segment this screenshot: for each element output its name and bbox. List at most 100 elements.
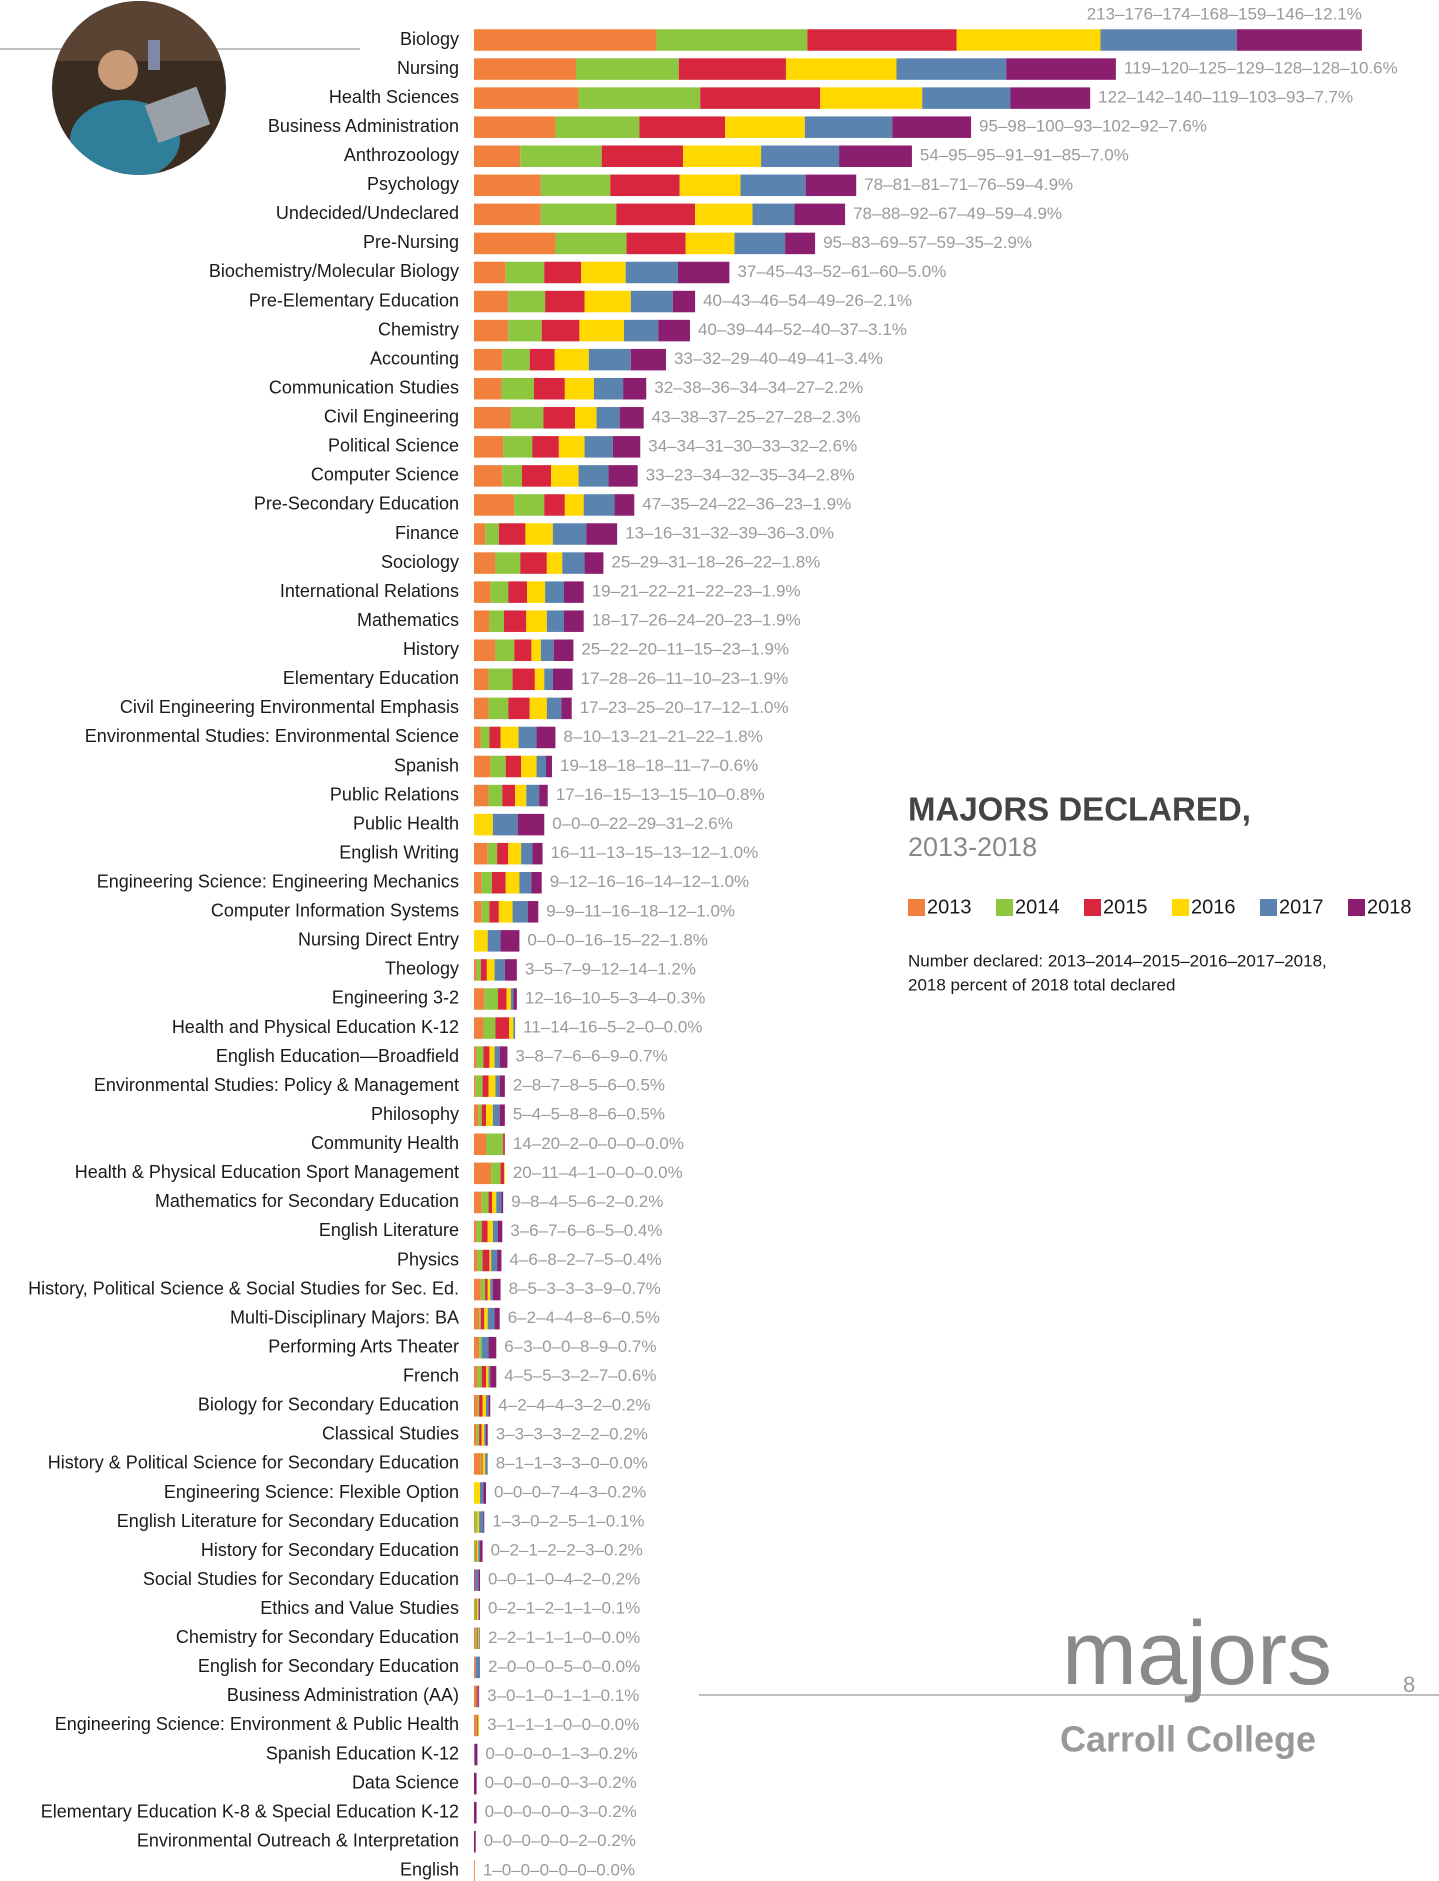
bar-segment	[485, 1279, 488, 1301]
category-label: Physics	[397, 1249, 459, 1269]
value-label: 37–45–43–52–61–60–5.0%	[737, 262, 946, 281]
bar-segment	[474, 843, 488, 865]
bar-segment	[477, 1511, 479, 1533]
bar-segment	[483, 1511, 484, 1533]
bar-segment	[474, 349, 502, 371]
bar-segment	[488, 1308, 495, 1330]
value-label: 17–28–26–11–10–23–1.9%	[581, 669, 789, 688]
category-label: Business Administration (AA)	[227, 1685, 459, 1705]
bar-segment	[481, 1453, 482, 1475]
value-label: 0–0–0–0–1–3–0.2%	[485, 1744, 637, 1763]
category-label: Mathematics	[357, 610, 459, 630]
bar-segment	[474, 465, 502, 487]
legend-label: 2018	[1367, 896, 1412, 918]
bar-segment	[474, 1366, 477, 1388]
bar-segment	[545, 581, 564, 603]
bar-segment	[541, 204, 616, 226]
bar-segment	[486, 1366, 489, 1388]
bar-segment	[479, 1308, 481, 1330]
category-label: Biochemistry/Molecular Biology	[209, 261, 459, 281]
bar-segment	[474, 1017, 483, 1039]
bar-segment	[501, 1192, 503, 1214]
value-label: 2–2–1–1–1–0–0.0%	[488, 1628, 640, 1647]
bar-segment	[483, 1017, 495, 1039]
bar-segment	[474, 1308, 479, 1330]
category-label: Pre-Elementary Education	[249, 290, 459, 310]
bar-segment	[807, 29, 956, 51]
bar-segment	[502, 349, 529, 371]
category-label: Data Science	[352, 1772, 459, 1792]
bar-segment	[479, 1424, 482, 1446]
note: Number declared: 2013–2014–2015–2016–201…	[908, 951, 1327, 970]
legend-swatch	[1172, 899, 1189, 916]
bar-segment	[544, 669, 553, 691]
bar-segment	[474, 523, 485, 545]
category-label: Environmental Outreach & Interpretation	[137, 1830, 459, 1850]
bar-segment	[483, 1250, 490, 1272]
bar-segment	[545, 291, 584, 313]
bar-segment	[1237, 29, 1362, 51]
bar-segment	[493, 1104, 500, 1126]
bar-segment	[537, 756, 546, 778]
bar-segment	[474, 640, 495, 662]
bar-segment	[495, 1046, 500, 1068]
legend-swatch	[908, 899, 925, 916]
bar-segment	[631, 291, 673, 313]
bar-segment	[504, 1163, 505, 1185]
value-label: 213–176–174–168–159–146–12.1%	[1087, 4, 1362, 23]
bar-segment	[597, 407, 620, 429]
bar-segment	[481, 1308, 484, 1330]
bar-segment	[526, 610, 547, 632]
bar-segment	[474, 204, 541, 226]
bar-segment	[581, 262, 626, 284]
bar-segment	[542, 320, 580, 342]
value-label: 40–39–44–52–40–37–3.1%	[698, 320, 907, 339]
legend-swatch	[1348, 899, 1365, 916]
bar-segment	[678, 262, 729, 284]
value-label: 25–22–20–11–15–23–1.9%	[581, 640, 789, 659]
bar-segment	[481, 727, 490, 749]
bar-segment	[495, 959, 505, 981]
bar-segment	[474, 1163, 491, 1185]
bar-segment	[495, 1308, 500, 1330]
bar-segment	[576, 58, 679, 79]
bar-segment	[513, 988, 516, 1010]
bar-segment	[477, 1250, 482, 1272]
value-label: 54–95–95–91–91–85–7.0%	[920, 146, 1129, 165]
bar-segment	[514, 640, 531, 662]
bar-segment	[785, 233, 815, 255]
bar-segment	[626, 262, 678, 284]
bar-segment	[518, 814, 545, 836]
bar-segment	[476, 1657, 480, 1679]
category-label: Theology	[385, 959, 459, 979]
bar-segment	[474, 1250, 477, 1272]
bar-segment	[543, 407, 575, 429]
bar-segment	[479, 1628, 480, 1650]
bar-segment	[501, 1163, 504, 1185]
category-label: Classical Studies	[322, 1424, 459, 1444]
category-label: Accounting	[370, 348, 459, 368]
bar-segment	[477, 1046, 484, 1068]
bar-segment	[484, 1424, 486, 1446]
bar-segment	[490, 1366, 496, 1388]
bar-segment	[483, 1453, 486, 1475]
bar-segment	[478, 1686, 479, 1708]
bar-segment	[554, 640, 574, 662]
category-label: Biology	[400, 29, 459, 49]
bar-segment	[479, 1395, 482, 1417]
category-label: Political Science	[328, 436, 459, 456]
bar-segment	[519, 872, 531, 894]
legend-swatch	[1084, 899, 1101, 916]
bar-segment	[474, 1628, 476, 1650]
category-label: Computer Science	[311, 465, 459, 485]
bar-segment	[553, 669, 573, 691]
bar-segment	[511, 988, 514, 1010]
bar-segment	[476, 1540, 477, 1562]
bar-segment	[474, 610, 489, 632]
bar-segment	[541, 640, 554, 662]
bar-segment	[673, 291, 695, 313]
bar-segment	[530, 349, 555, 371]
value-label: 4–5–5–3–2–7–0.6%	[504, 1366, 656, 1385]
bar-segment	[474, 814, 493, 836]
category-label: Chemistry	[378, 319, 459, 339]
